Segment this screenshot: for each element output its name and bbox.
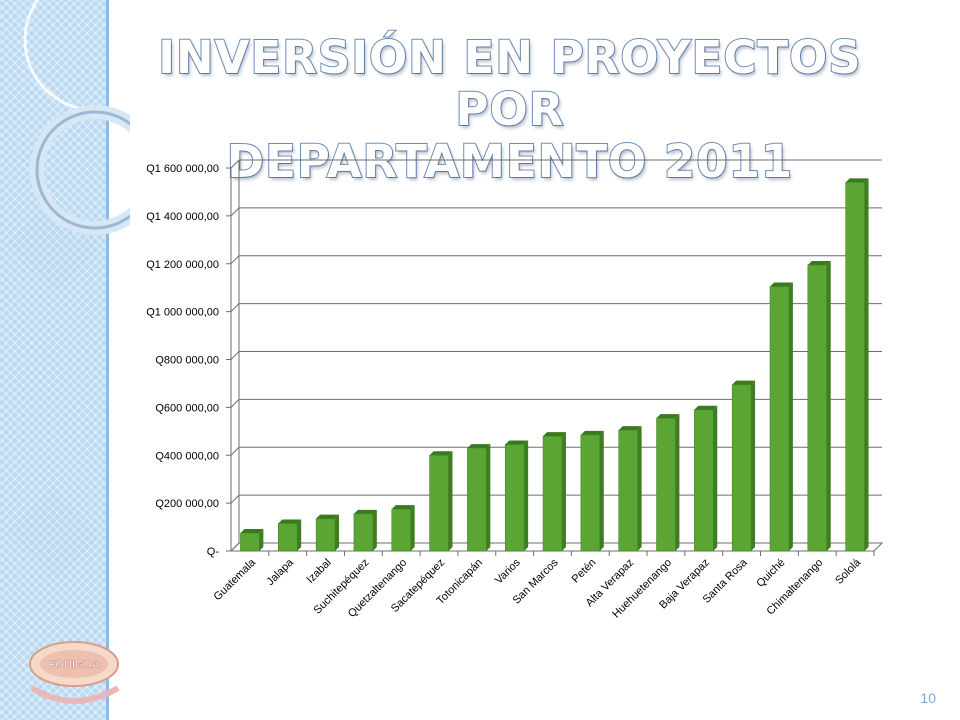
bar: [731, 384, 752, 552]
bar-top: [429, 451, 453, 456]
bar: [769, 286, 790, 552]
x-tick-label: Varios: [493, 556, 523, 586]
title-line-2: DEPARTAMENTO 2011: [226, 135, 794, 189]
bar: [807, 264, 827, 552]
gridline-side: [230, 159, 240, 169]
bar: [240, 532, 260, 552]
y-tick-label: Q600 000,00: [155, 402, 219, 414]
gridline-side: [230, 255, 240, 265]
bar-top: [467, 444, 491, 449]
bar-side: [486, 444, 491, 551]
bar-side: [675, 414, 680, 551]
bar-side: [410, 505, 415, 551]
bar-top: [694, 405, 718, 410]
x-tick-label: Guatemala: [211, 556, 258, 603]
bar: [391, 508, 411, 552]
gridline-side: [230, 207, 240, 217]
bar: [845, 182, 865, 552]
gridline-side: [230, 399, 240, 408]
bar-side: [751, 380, 756, 551]
bar-top: [845, 178, 869, 183]
bar-top: [807, 260, 831, 265]
bar-side: [864, 178, 869, 552]
bar-top: [316, 514, 340, 519]
y-tick-label: Q-: [207, 546, 220, 558]
y-tick-label: Q1 200 000,00: [146, 259, 219, 271]
bar-side: [561, 432, 566, 551]
bar: [618, 429, 638, 552]
bar-side: [788, 282, 793, 551]
bar-side: [599, 430, 604, 551]
bar-top: [353, 509, 377, 514]
y-tick-label: Q1 600 000,00: [146, 163, 219, 175]
bar: [694, 409, 714, 552]
bar-top: [391, 505, 415, 510]
gridline-side: [230, 351, 240, 360]
y-tick-label: Q200 000,00: [155, 498, 219, 510]
bar-top: [769, 282, 793, 287]
slide-title: INVERSIÓN EN PROYECTOS POR DEPARTAMENTO …: [110, 31, 910, 189]
bar-side: [637, 426, 642, 551]
x-tick-label: Sololá: [833, 556, 864, 587]
svg-text:FODIGUA: FODIGUA: [49, 659, 100, 671]
x-tick-label: Petén: [570, 557, 599, 586]
bar-top: [656, 414, 680, 419]
bar-side: [713, 405, 718, 551]
y-tick-label: Q800 000,00: [155, 355, 219, 367]
x-tick-label: Izabal: [304, 557, 333, 586]
gridline-side: [230, 303, 240, 312]
gridline-side: [230, 446, 240, 456]
bar: [315, 518, 336, 552]
bar-side: [826, 260, 831, 551]
bar-side: [524, 440, 529, 551]
bar-side: [297, 519, 302, 551]
bar: [467, 447, 487, 552]
bar: [353, 513, 374, 552]
bar: [504, 444, 525, 552]
title-line-1: INVERSIÓN EN PROYECTOS POR: [157, 31, 862, 137]
bar: [429, 455, 449, 552]
x-tick-label: Jalapa: [264, 556, 296, 588]
bar-top: [505, 440, 529, 445]
bar: [278, 523, 298, 552]
y-tick-label: Q1 400 000,00: [146, 211, 219, 223]
bar-top: [618, 426, 642, 431]
bar-top: [543, 432, 566, 437]
bar: [580, 434, 601, 552]
y-tick-label: Q1 000 000,00: [146, 307, 219, 319]
bar-top: [278, 519, 302, 524]
page-number: 10: [920, 690, 936, 706]
fodigua-logo: FODIGUA: [29, 641, 120, 704]
gridline-side: [230, 494, 240, 504]
bar-side: [335, 514, 340, 551]
bar-side: [448, 451, 453, 551]
bar-top: [732, 380, 756, 385]
bar-top: [580, 430, 604, 435]
x-tick-label: Quiché: [754, 557, 787, 590]
bar-side: [259, 529, 264, 551]
bar-side: [372, 509, 377, 551]
bar: [542, 435, 563, 552]
bar: [656, 417, 676, 552]
bar-top: [240, 529, 264, 534]
y-tick-label: Q400 000,00: [155, 450, 219, 462]
